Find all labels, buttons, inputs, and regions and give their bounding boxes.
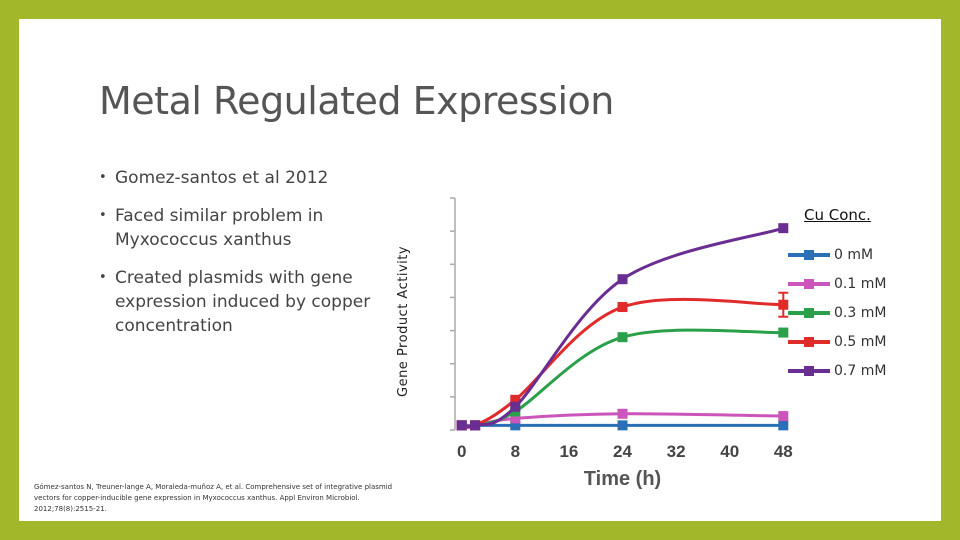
x-tick-label: 40 [720, 442, 739, 461]
data-point [617, 302, 628, 313]
data-point [778, 223, 789, 234]
legend-title: Cu Conc. [804, 206, 871, 224]
data-point [617, 420, 628, 431]
series-line [460, 297, 785, 429]
series-line [460, 226, 785, 429]
data-point [470, 420, 481, 431]
citation: Gómez-santos N, Treuner-lange A, Moraled… [34, 483, 393, 513]
data-point [617, 274, 628, 285]
legend-label: 0.7 mM [834, 362, 887, 379]
bullet-item: Gomez-santos et al 2012 [99, 166, 399, 190]
x-tick-label: 16 [559, 442, 578, 461]
legend-swatch [788, 249, 830, 260]
legend-label: 0 mM [834, 246, 874, 263]
data-point [778, 411, 789, 422]
bullet-list: Gomez-santos et al 2012 Faced similar pr… [99, 166, 399, 352]
legend-entry: 0 mM [788, 240, 886, 269]
legend-marker [804, 307, 814, 318]
slide-title: Metal Regulated Expression [99, 79, 614, 123]
x-tick-label: 48 [774, 442, 793, 461]
data-point [510, 420, 521, 431]
data-point [510, 394, 521, 405]
slide: Metal Regulated Expression Gomez-santos … [19, 19, 941, 521]
legend-entry: 0.1 mM [788, 269, 886, 298]
legend-entry: 0.7 mM [788, 356, 886, 385]
x-tick-label: 24 [613, 442, 632, 461]
legend-marker [804, 278, 814, 289]
legend-label: 0.1 mM [834, 275, 887, 292]
legend-entry: 0.5 mM [788, 327, 886, 356]
legend-label: 0.3 mM [834, 304, 887, 321]
legend-entry: 0.3 mM [788, 298, 886, 327]
data-point [778, 420, 789, 431]
data-point [778, 327, 789, 338]
legend-swatch [788, 278, 830, 289]
data-point [617, 408, 628, 419]
data-point [510, 413, 521, 424]
legend-marker [804, 365, 814, 376]
x-axis-label: Time (h) [584, 468, 661, 490]
x-tick-label: 0 [457, 442, 466, 461]
legend-marker [804, 336, 814, 347]
legend-marker [804, 249, 814, 260]
y-axis-label: Gene Product Activity [396, 245, 411, 397]
data-point [510, 401, 521, 412]
data-point [617, 332, 628, 343]
bullet-item: Created plasmids with gene expression in… [99, 266, 399, 338]
legend-swatch [788, 307, 830, 318]
x-tick-label: 32 [667, 442, 686, 461]
bullet-item: Faced similar problem in Myxococcus xant… [99, 204, 399, 252]
data-point [456, 420, 467, 431]
legend-label: 0.5 mM [834, 333, 887, 350]
legend-swatch [788, 336, 830, 347]
legend-swatch [788, 365, 830, 376]
x-tick-label: 8 [511, 442, 520, 461]
legend: 0 mM 0.1 mM 0.3 mM 0.5 mM 0.7 mM [788, 240, 886, 385]
